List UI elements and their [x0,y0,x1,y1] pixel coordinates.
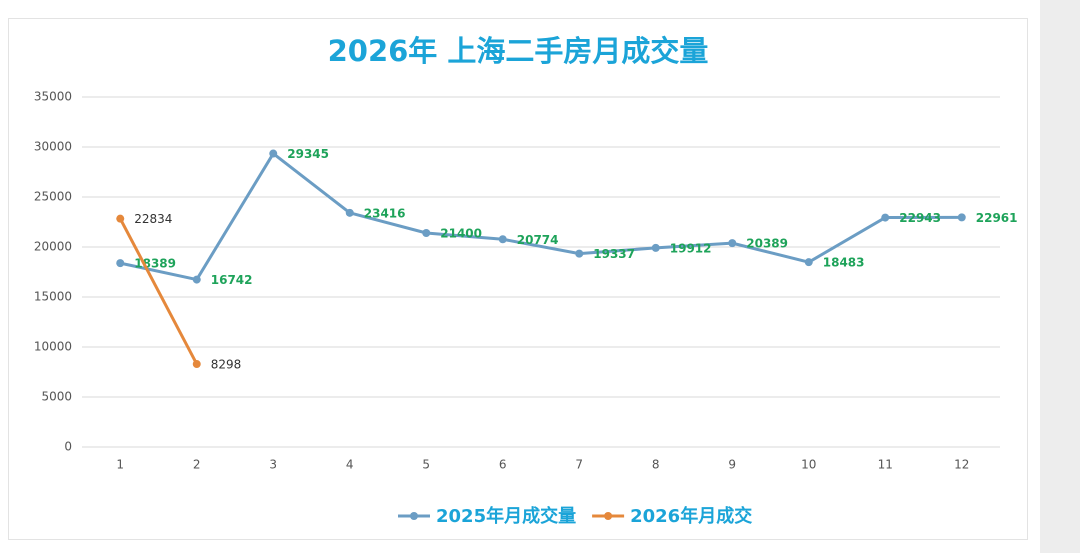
data-label: 22834 [134,212,172,226]
data-label: 18483 [823,256,865,270]
x-tick-label: 12 [954,458,969,472]
series-line [119,152,962,282]
data-point [116,259,125,268]
chart-panel [8,18,1028,540]
y-tick-label: 35000 [34,90,72,104]
legend-marker [410,512,418,520]
series-line [118,217,199,365]
data-point [575,249,584,258]
legend-label: 2026年月成交 [630,505,752,527]
legend-marker [604,512,613,520]
data-label: 20389 [746,237,788,251]
x-tick-label: 3 [269,458,277,472]
data-point [192,275,201,284]
data-point [881,213,890,222]
data-label: 22961 [976,211,1018,225]
data-point [422,229,431,237]
y-tick-label: 25000 [34,190,72,204]
x-tick-label: 2 [193,458,201,472]
data-label: 21400 [440,227,482,241]
data-label: 22943 [899,211,941,225]
y-tick-label: 10000 [34,340,72,354]
data-point [957,213,966,222]
data-label: 29345 [287,147,329,161]
side-strip [1040,0,1080,553]
legend-label: 2025年月成交量 [436,505,576,527]
data-point [345,208,354,217]
y-tick-label: 30000 [34,140,72,154]
x-tick-label: 4 [346,458,354,472]
data-label: 8298 [211,358,242,372]
data-point [192,360,201,369]
x-tick-label: 11 [878,458,893,472]
y-tick-label: 20000 [34,240,72,254]
data-point [116,214,125,223]
data-point [804,258,813,267]
data-label: 23416 [364,206,406,220]
data-label: 19337 [593,247,635,261]
data-point [498,235,507,244]
data-point [728,239,737,248]
x-tick-label: 8 [652,458,660,472]
x-tick-label: 1 [116,458,124,472]
y-tick-label: 15000 [34,290,72,304]
y-tick-label: 5000 [41,390,72,404]
x-tick-label: 9 [728,458,736,472]
data-point [651,243,660,252]
y-tick-label: 0 [64,440,72,454]
data-label: 19912 [670,241,712,255]
x-tick-label: 7 [575,458,583,472]
x-tick-label: 6 [499,458,507,472]
data-label: 16742 [211,273,253,287]
data-label: 20774 [517,233,559,247]
x-tick-label: 10 [801,458,816,472]
x-tick-label: 5 [422,458,430,472]
data-point [269,149,278,158]
chart-title: 2026年 上海二手房月成交量 [328,34,709,68]
